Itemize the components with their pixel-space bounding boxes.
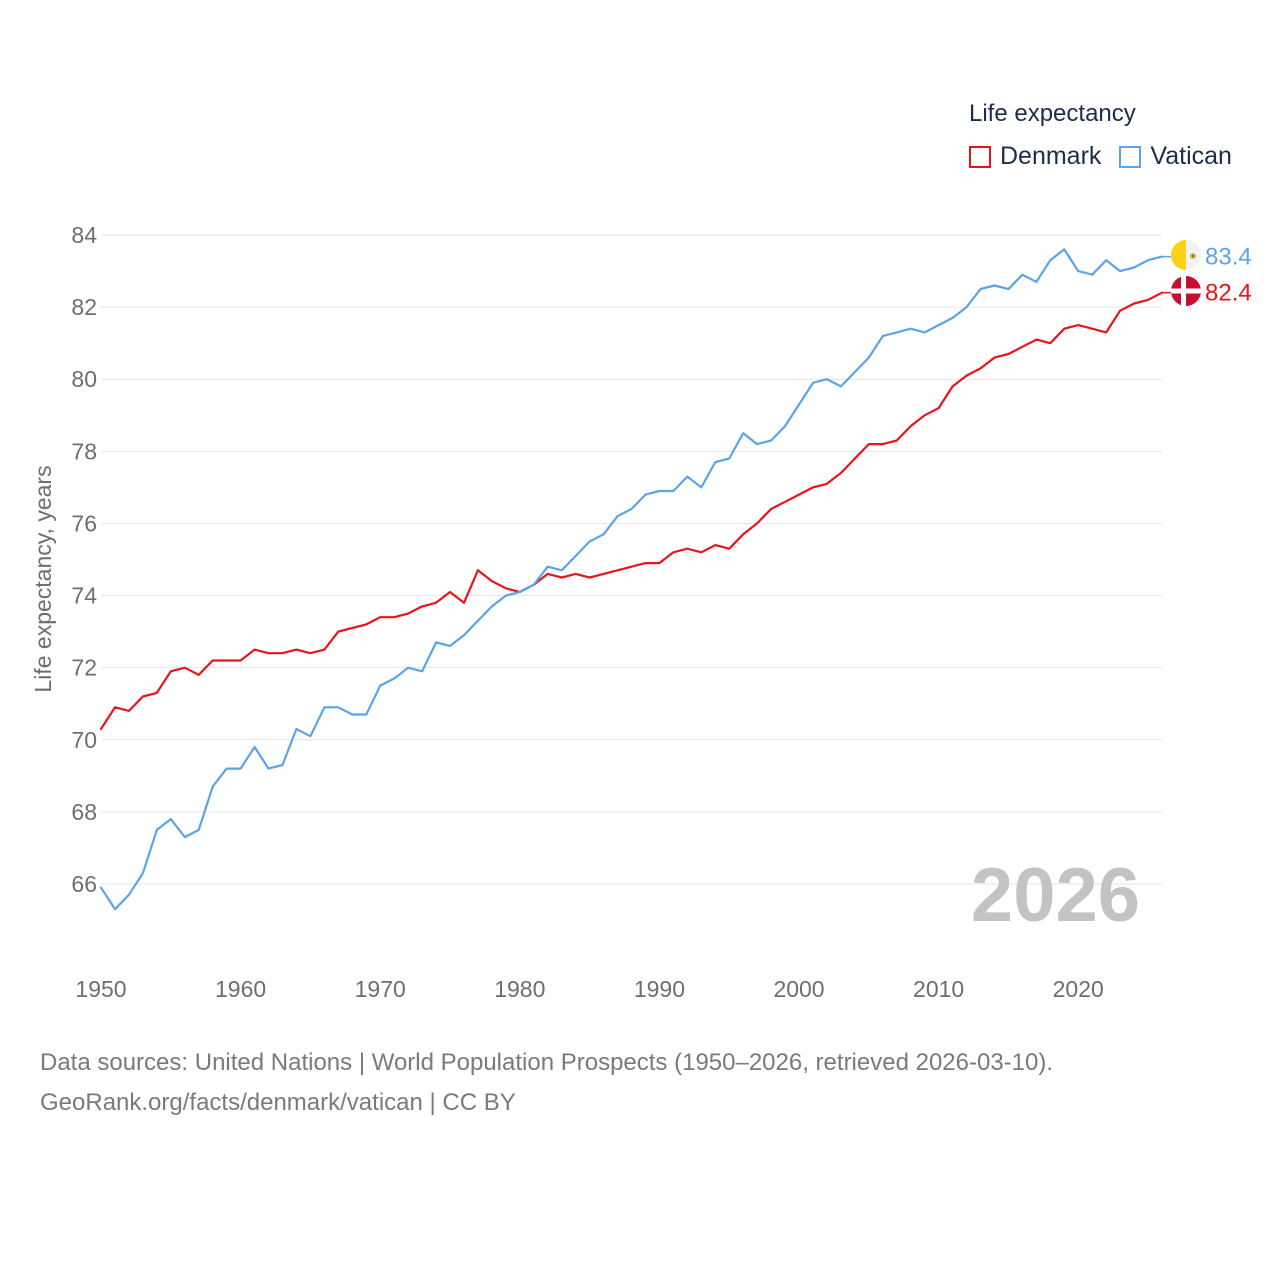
x-tick-label: 1990 [634,976,685,1002]
y-axis-label: Life expectancy, years [30,465,56,692]
end-value-label-vatican: 83.4 [1205,244,1252,271]
y-tick-label: 82 [71,294,97,320]
legend-swatch-denmark [969,145,991,168]
end-value-label-denmark: 82.4 [1205,280,1252,307]
legend-label-vatican: Vatican [1150,142,1232,170]
legend-item-denmark[interactable]: Denmark [969,142,1101,171]
y-axis-ticks: 66 68 70 72 74 76 78 80 82 84 [71,222,97,897]
source-note: Data sources: United Nations | World Pop… [40,1043,1053,1123]
source-line-2[interactable]: GeoRank.org/facts/denmark/vatican | CC B… [40,1089,516,1116]
legend: Denmark Vatican [969,142,1250,171]
series-line-vatican[interactable] [99,248,1164,911]
x-tick-label: 1970 [355,976,406,1002]
x-tick-label: 1950 [75,976,126,1002]
x-tick-label: 2010 [913,976,964,1002]
y-tick-label: 72 [71,655,97,681]
x-tick-label: 2020 [1053,976,1104,1002]
x-tick-label: 1960 [215,976,266,1002]
current-year-label: 2026 [971,853,1140,938]
y-tick-label: 68 [71,799,97,825]
legend-title: Life expectancy [969,100,1136,127]
x-tick-label: 1980 [494,976,545,1002]
legend-item-vatican[interactable]: Vatican [1119,142,1232,171]
gridlines [101,234,1162,885]
y-tick-label: 84 [71,222,97,248]
y-tick-label: 66 [71,871,97,897]
series-line-denmark[interactable] [99,291,1164,731]
legend-swatch-vatican [1119,145,1142,168]
y-tick-label: 76 [71,510,97,536]
vatican-flag-icon [1171,240,1201,270]
source-line-1: Data sources: United Nations | World Pop… [40,1049,1054,1076]
x-axis-ticks: 1950 1960 1970 1980 1990 2000 2010 2020 [75,976,1103,1002]
series-end-markers [1171,240,1201,306]
series-lines: 82.4 83.4 [99,244,1252,911]
y-tick-label: 74 [71,583,97,609]
legend-label-denmark: Denmark [1000,142,1102,170]
y-tick-label: 70 [71,727,97,753]
y-tick-label: 78 [71,438,97,464]
denmark-flag-icon [1171,276,1201,306]
x-tick-label: 2000 [773,976,824,1002]
y-tick-label: 80 [71,366,97,392]
